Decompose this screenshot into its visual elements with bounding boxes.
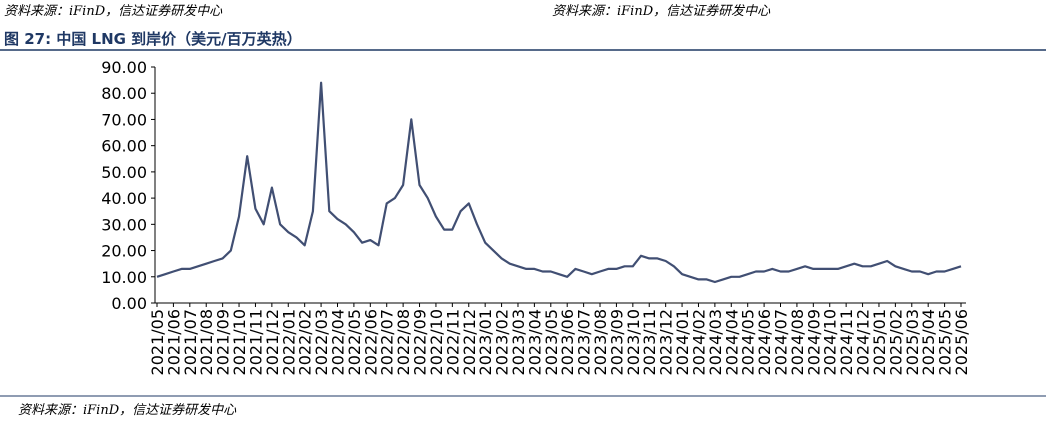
x-tick-label: 2023/01: [476, 309, 495, 375]
x-tick-label: 2024/09: [804, 309, 823, 375]
x-tick-label: 2024/04: [722, 309, 741, 375]
x-tick-label: 2022/10: [427, 309, 446, 375]
x-tick-label: 2022/06: [361, 309, 380, 375]
x-tick-label: 2022/05: [345, 309, 364, 375]
x-tick-label: 2021/08: [197, 309, 216, 375]
x-tick-label: 2025/02: [886, 309, 905, 375]
x-tick-label: 2024/02: [689, 309, 708, 375]
x-tick-label: 2022/09: [411, 309, 430, 375]
y-tick-label: 90.00: [101, 58, 147, 77]
x-tick-label: 2024/01: [673, 309, 692, 375]
x-tick-label: 2023/10: [624, 309, 643, 375]
x-tick-label: 2023/03: [509, 309, 528, 375]
x-tick-label: 2025/01: [870, 309, 889, 375]
x-tick-label: 2024/05: [739, 309, 758, 375]
y-tick-label: 20.00: [101, 242, 147, 261]
x-tick-label: 2024/12: [854, 309, 873, 375]
figure-title: 图 27: 中国 LNG 到岸价（美元/百万英热）: [4, 30, 302, 48]
y-tick-label: 80.00: [101, 84, 147, 103]
y-tick-label: 30.00: [101, 215, 147, 234]
x-tick-label: 2023/08: [591, 309, 610, 375]
x-tick-label: 2024/07: [772, 309, 791, 375]
x-tick-label: 2022/07: [378, 309, 397, 375]
x-tick-label: 2022/04: [328, 309, 347, 375]
x-tick-label: 2021/07: [181, 309, 200, 375]
x-tick-label: 2022/12: [460, 309, 479, 375]
x-tick-label: 2021/05: [148, 309, 167, 375]
x-tick-label: 2023/11: [640, 309, 659, 375]
y-tick-label: 10.00: [101, 268, 147, 287]
y-tick-label: 40.00: [101, 189, 147, 208]
x-tick-label: 2021/06: [164, 309, 183, 375]
x-tick-label: 2023/05: [542, 309, 561, 375]
source-right: 资料来源：iFinD，信达证券研发中心: [552, 4, 771, 19]
x-tick-label: 2024/06: [755, 309, 774, 375]
x-tick-label: 2025/06: [952, 309, 971, 375]
x-tick-label: 2023/06: [558, 309, 577, 375]
y-tick-label: 60.00: [101, 137, 147, 156]
x-tick-label: 2023/02: [493, 309, 512, 375]
x-tick-label: 2024/10: [821, 309, 840, 375]
y-tick-label: 50.00: [101, 163, 147, 182]
x-tick-label: 2024/11: [837, 309, 856, 375]
y-tick-label: 0.00: [111, 294, 147, 313]
x-tick-label: 2025/04: [919, 309, 938, 375]
x-tick-label: 2022/01: [279, 309, 298, 375]
line-series: [156, 81, 962, 284]
x-tick-label: 2023/04: [525, 309, 544, 375]
x-tick-label: 2022/11: [443, 309, 462, 375]
x-tick-label: 2023/09: [607, 309, 626, 375]
x-tick-label: 2023/07: [575, 309, 594, 375]
footer-source: 资料来源：iFinD，信达证券研发中心: [18, 403, 237, 418]
x-tick-label: 2021/10: [230, 309, 249, 375]
source-left: 资料来源：iFinD，信达证券研发中心: [4, 4, 223, 19]
x-tick-label: 2022/03: [312, 309, 331, 375]
x-tick-label: 2023/12: [657, 309, 676, 375]
x-tick-label: 2025/05: [936, 309, 955, 375]
x-tick-label: 2021/09: [214, 309, 233, 375]
x-tick-label: 2025/03: [903, 309, 922, 375]
x-tick-label: 2024/03: [706, 309, 725, 375]
x-tick-label: 2024/08: [788, 309, 807, 375]
y-tick-label: 70.00: [101, 110, 147, 129]
x-tick-label: 2021/12: [263, 309, 282, 375]
x-tick-label: 2022/02: [296, 309, 315, 375]
x-tick-label: 2021/11: [246, 309, 265, 375]
x-tick-label: 2022/08: [394, 309, 413, 375]
